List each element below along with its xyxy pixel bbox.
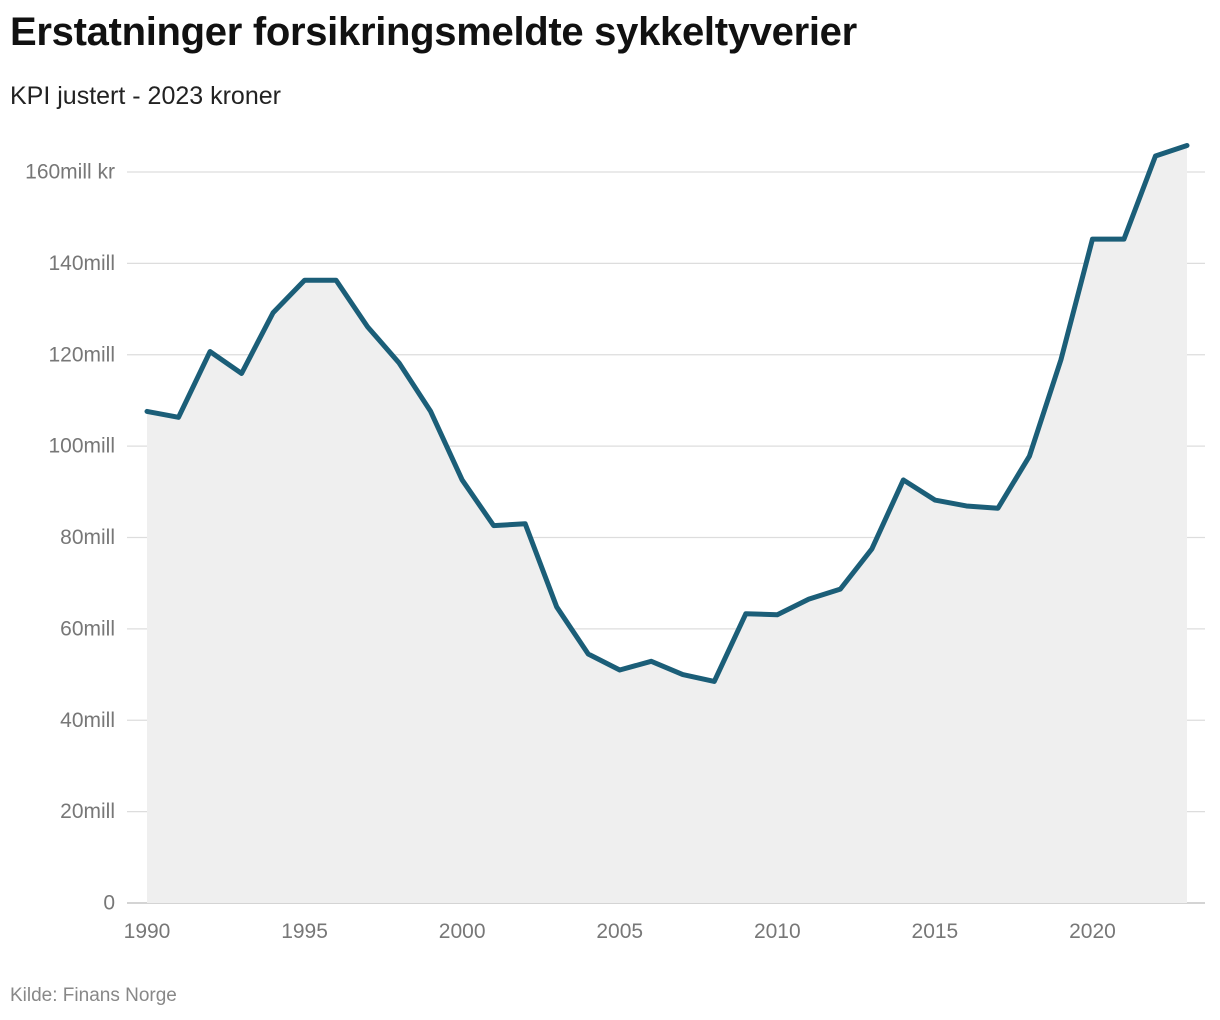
x-tick-label: 2010 <box>754 920 801 943</box>
y-tick-label: 80mill <box>60 526 115 549</box>
chart-title: Erstatninger forsikringsmeldte sykkeltyv… <box>10 10 857 54</box>
x-tick-label: 2020 <box>1069 920 1116 943</box>
y-tick-label: 140mill <box>48 252 115 275</box>
series-line-group <box>144 143 1190 684</box>
x-tick-label: 2000 <box>439 920 486 943</box>
y-tick-label: 120mill <box>48 343 115 366</box>
y-tick-label: 160mill kr <box>25 161 115 184</box>
series-line <box>144 143 1190 684</box>
source-note: Kilde: Finans Norge <box>10 985 177 1006</box>
chart-subtitle: KPI justert - 2023 kroner <box>10 82 281 110</box>
y-tick-label: 100mill <box>48 435 115 458</box>
y-tick-label: 20mill <box>60 800 115 823</box>
x-tick-label: 1995 <box>281 920 328 943</box>
x-tick-label: 2015 <box>912 920 959 943</box>
x-tick-label: 1990 <box>124 920 171 943</box>
x-axis-ticks: 1990 1995 2000 2005 2010 2015 2020 <box>124 920 1116 943</box>
y-tick-label: 0 <box>103 892 115 915</box>
y-axis-ticks: 0 20mill 40mill 60mill 80mill 100mill 120mill 1… <box>25 161 115 915</box>
area-fill-group <box>147 145 1187 903</box>
area-fill <box>147 145 1187 903</box>
y-tick-label: 60mill <box>60 617 115 640</box>
x-tick-label: 2005 <box>596 920 643 943</box>
y-tick-label: 40mill <box>60 709 115 732</box>
